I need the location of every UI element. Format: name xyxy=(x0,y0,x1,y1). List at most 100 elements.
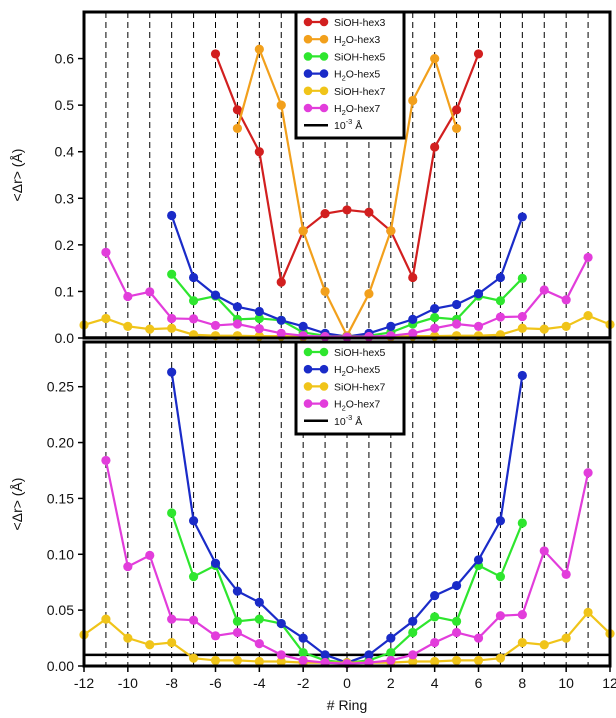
data-point-3-5 xyxy=(210,631,221,641)
data-point-2-12 xyxy=(430,312,440,323)
data-point-1-10 xyxy=(386,633,396,643)
x-tick-label: -8 xyxy=(165,675,178,691)
data-point-1-15 xyxy=(495,516,506,526)
data-point-2-16 xyxy=(517,273,527,283)
legend-swatch-dot xyxy=(319,86,329,96)
data-point-1-3 xyxy=(232,586,243,596)
data-point-2-23 xyxy=(583,607,593,617)
data-point-2-15 xyxy=(408,656,418,667)
data-point-0-3 xyxy=(276,277,286,287)
data-point-3-6 xyxy=(298,321,308,331)
y-tick-label: 0.5 xyxy=(55,97,75,113)
data-point-5-6 xyxy=(232,319,243,329)
data-point-3-20 xyxy=(539,546,549,556)
data-point-3-12 xyxy=(430,304,440,314)
data-point-0-6 xyxy=(298,647,308,658)
data-point-4-23 xyxy=(583,311,593,321)
data-point-1-1 xyxy=(188,516,199,526)
data-point-5-21 xyxy=(561,295,571,305)
legend-swatch-dot xyxy=(303,399,313,408)
x-tick-label: -6 xyxy=(209,675,222,691)
data-point-3-16 xyxy=(451,627,462,638)
x-tick-label: 2 xyxy=(387,675,395,691)
data-point-5-19 xyxy=(517,311,527,322)
x-tick-label: -4 xyxy=(253,675,266,691)
x-tick-label: -2 xyxy=(297,675,310,691)
data-point-4-1 xyxy=(101,313,111,324)
legend-swatch-dot xyxy=(303,34,313,44)
data-point-3-15 xyxy=(430,637,440,648)
data-point-0-13 xyxy=(451,616,462,626)
bottom-panel: 0.00 0.05 0.10 0.15 0.20 0.25 -12 -10 -8 -6 -4 -2 0 2… xyxy=(9,340,616,713)
data-point-2-18 xyxy=(473,655,484,666)
data-point-1-7 xyxy=(386,226,396,236)
data-point-1-6 xyxy=(298,633,308,643)
data-point-5-18 xyxy=(495,312,506,322)
x-tick-label: 0 xyxy=(343,675,351,691)
legend-swatch-dot xyxy=(303,52,313,61)
x-tick-label: -10 xyxy=(118,675,138,691)
data-point-4-22 xyxy=(561,321,571,331)
legend-entry-3: H2O-hex7 xyxy=(334,399,380,413)
data-point-2-0 xyxy=(167,269,177,279)
data-point-2-4 xyxy=(167,637,177,648)
data-point-0-0 xyxy=(210,49,221,59)
data-point-3-6 xyxy=(232,627,243,638)
data-point-2-8 xyxy=(254,656,264,667)
data-point-5-16 xyxy=(451,319,462,329)
data-point-1-5 xyxy=(276,618,286,629)
legend-entry-2: SiOH-hex7 xyxy=(334,381,386,393)
data-point-0-10 xyxy=(430,142,440,152)
data-point-3-14 xyxy=(473,289,484,299)
legend-swatch-dot xyxy=(319,382,329,391)
y-tick-label: 0.6 xyxy=(55,51,75,67)
data-point-5-20 xyxy=(539,285,549,295)
data-point-0-11 xyxy=(408,627,418,638)
data-point-0-16 xyxy=(517,518,527,528)
data-point-1-3 xyxy=(298,226,308,236)
data-point-1-14 xyxy=(473,555,484,565)
data-point-0-11 xyxy=(451,105,462,115)
data-point-3-22 xyxy=(583,468,593,478)
legend-entry-reference: 10-3 Å xyxy=(334,413,362,428)
data-point-3-11 xyxy=(408,314,418,324)
x-tick-label: 10 xyxy=(558,675,574,691)
data-point-3-15 xyxy=(495,272,506,283)
data-point-1-8 xyxy=(408,95,418,106)
data-point-1-4 xyxy=(254,597,264,607)
y-tick-label: 0.00 xyxy=(47,658,74,674)
data-point-1-1 xyxy=(254,44,264,54)
data-point-0-10 xyxy=(386,647,396,658)
data-point-3-16 xyxy=(517,212,527,222)
data-point-5-8 xyxy=(276,328,286,338)
legend-swatch-dot xyxy=(319,34,329,44)
data-point-4-4 xyxy=(167,323,177,333)
data-point-0-12 xyxy=(473,49,484,59)
data-point-3-10 xyxy=(386,321,396,331)
legend-entry-0: SiOH-hex5 xyxy=(334,347,386,359)
data-point-2-16 xyxy=(430,656,440,667)
top-panel: 0.0 0.1 0.2 0.3 0.4 0.5 0.6 <Δr> (Å) SiOH-hex3 H2… xyxy=(9,10,615,346)
legend-entry-3: H2O-hex5 xyxy=(334,69,380,83)
data-point-2-7 xyxy=(232,655,243,666)
data-point-3-5 xyxy=(276,315,286,325)
data-point-5-2 xyxy=(145,287,155,297)
legend-swatch-dot xyxy=(303,347,313,357)
data-point-0-1 xyxy=(232,105,243,115)
data-point-3-19 xyxy=(517,610,527,620)
legend-entry-0: SiOH-hex3 xyxy=(334,17,386,29)
data-point-2-5 xyxy=(188,653,199,663)
x-tick-label: -12 xyxy=(74,675,94,691)
legend-entry-1: H2O-hex3 xyxy=(334,34,380,48)
data-point-3-21 xyxy=(561,569,571,579)
data-point-2-19 xyxy=(495,653,506,663)
legend-entry-4: SiOH-hex7 xyxy=(334,86,386,98)
y-tick-label: 0.20 xyxy=(47,435,74,451)
data-point-0-7 xyxy=(364,207,374,217)
y-tick-label: 0.05 xyxy=(47,602,74,618)
y-tick-label: 0.3 xyxy=(55,190,75,206)
data-point-3-8 xyxy=(276,650,286,660)
data-point-1-7 xyxy=(320,650,330,660)
data-point-3-13 xyxy=(386,655,396,666)
legend-entry-2: SiOH-hex5 xyxy=(334,51,386,63)
